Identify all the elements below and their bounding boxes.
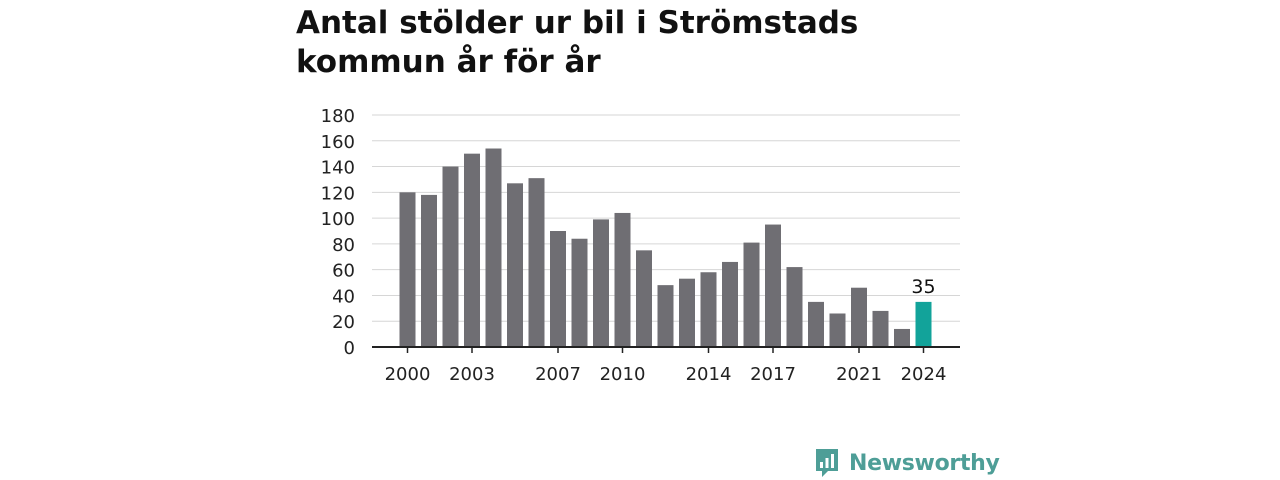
x-tick-label: 2003 bbox=[449, 364, 495, 385]
bar-2001 bbox=[421, 194, 437, 347]
y-tick-label: 80 bbox=[332, 235, 355, 256]
bar-2015 bbox=[722, 261, 738, 347]
y-tick-label: 0 bbox=[344, 338, 355, 359]
data-labels: 35 bbox=[911, 276, 935, 298]
bar-2012 bbox=[657, 285, 674, 347]
x-tick-label: 2010 bbox=[600, 364, 646, 385]
bar-2002 bbox=[442, 166, 459, 347]
x-tick-label: 2014 bbox=[686, 364, 732, 385]
y-tick-label: 100 bbox=[321, 209, 355, 230]
bar-2018 bbox=[786, 267, 803, 347]
bar-2009 bbox=[593, 219, 609, 347]
bar-2000 bbox=[399, 192, 416, 347]
bar-2004 bbox=[485, 148, 502, 347]
bar-2023 bbox=[894, 328, 910, 347]
data-label-2024: 35 bbox=[911, 276, 935, 298]
bar-2016 bbox=[743, 242, 760, 347]
y-tick-label: 180 bbox=[321, 106, 355, 127]
chart-title: Antal stölder ur bil i Strömstads kommun… bbox=[296, 5, 859, 80]
y-tick-label: 60 bbox=[332, 261, 355, 282]
bars bbox=[372, 148, 960, 348]
bar-2014 bbox=[700, 272, 717, 347]
bar-2021 bbox=[851, 287, 867, 347]
x-tick-label: 2024 bbox=[901, 364, 947, 385]
x-tick-label: 2007 bbox=[535, 364, 581, 385]
bar-2022 bbox=[872, 310, 889, 347]
bar-2010 bbox=[614, 212, 631, 347]
bar-chart-speech-bubble-icon bbox=[816, 449, 838, 477]
bar-2013 bbox=[679, 278, 695, 347]
y-axis-tick-labels: 0 20 40 60 80 100 120 140 160 180 bbox=[321, 106, 355, 359]
x-tick-label: 2000 bbox=[385, 364, 431, 385]
x-axis-tick-labels: 2000 2003 2007 2010 2014 2017 2021 2024 bbox=[385, 347, 947, 385]
bar-2019 bbox=[808, 301, 824, 347]
bar-2003 bbox=[464, 153, 480, 347]
y-tick-label: 20 bbox=[332, 312, 355, 333]
bar-2017 bbox=[765, 224, 781, 347]
bar-2011 bbox=[636, 250, 652, 347]
bar-2007 bbox=[550, 231, 566, 347]
y-tick-label: 40 bbox=[332, 286, 355, 307]
newsworthy-logo: Newsworthy bbox=[814, 446, 1000, 480]
x-tick-label: 2021 bbox=[836, 364, 882, 385]
bar-2024 bbox=[915, 301, 932, 347]
x-tick-label: 2017 bbox=[750, 364, 796, 385]
y-tick-label: 160 bbox=[321, 132, 355, 153]
y-tick-label: 120 bbox=[321, 183, 355, 204]
bar-2006 bbox=[528, 178, 545, 347]
y-tick-label: 140 bbox=[321, 158, 355, 179]
bar-2008 bbox=[571, 238, 588, 347]
bar-2005 bbox=[507, 183, 523, 347]
brand-name: Newsworthy bbox=[849, 450, 1000, 476]
bar-2020 bbox=[829, 313, 846, 347]
